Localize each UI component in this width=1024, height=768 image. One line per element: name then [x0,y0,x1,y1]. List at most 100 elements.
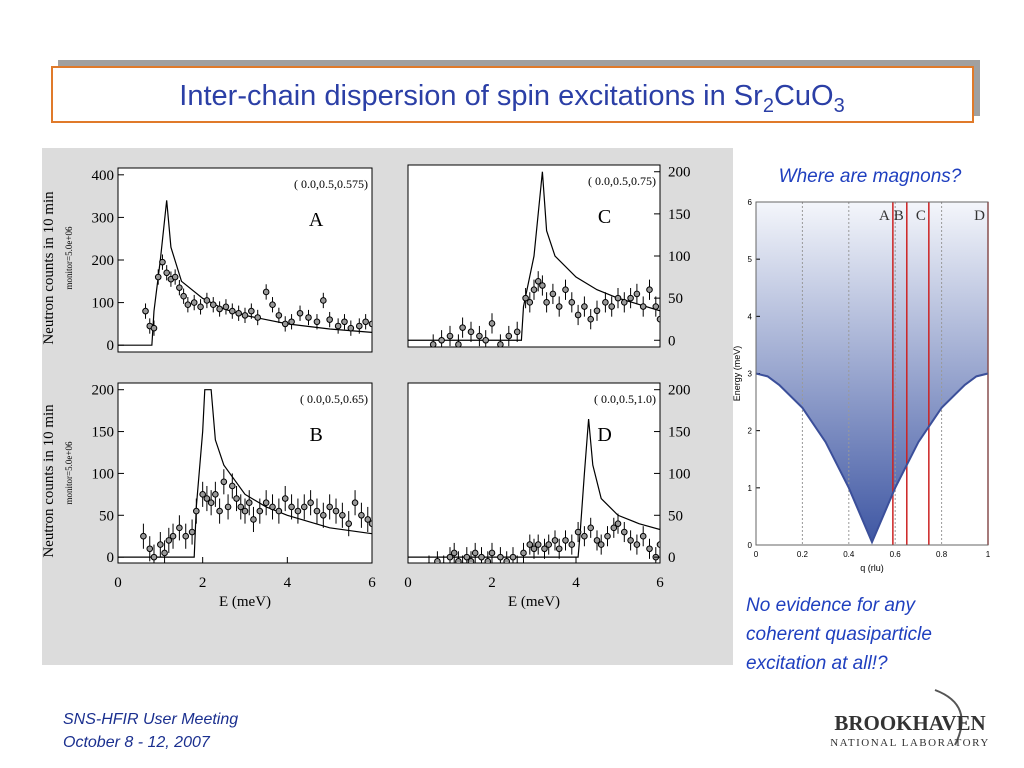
y-tick-label: 300 [92,210,115,226]
data-point [463,553,471,561]
y-tick-label: 100 [668,466,691,482]
data-point [171,273,179,281]
x-tick-label: 4 [572,575,580,591]
data-point [182,532,190,540]
data-point [288,318,295,326]
data-point [610,524,618,532]
data-point [520,549,527,557]
data-point [467,328,475,336]
data-point [269,301,276,309]
data-point [193,507,200,515]
data-point [207,499,215,507]
data-point [587,315,595,323]
data-point [157,541,164,548]
data-point [262,499,270,507]
data-point [248,307,255,315]
plot-frame [755,201,989,546]
q-marker-label: C [916,208,926,224]
data-point [627,537,634,544]
data-point [555,303,563,310]
x-tick-label: 0.6 [890,550,902,559]
data-point [294,507,302,515]
data-point [426,562,432,563]
x-tick-label: 2 [199,575,207,591]
q-marker-label: A [879,208,890,224]
data-point [568,541,576,548]
plot-content [408,418,660,563]
data-point [250,516,257,523]
data-point [614,294,622,302]
data-point [176,524,183,532]
data-point [245,499,253,507]
y-tick-label: 100 [92,466,115,482]
data-point [326,316,333,323]
data-point [326,503,333,511]
data-point [320,297,327,304]
data-point [154,273,162,281]
plot-content [408,171,660,347]
data-point [209,301,217,309]
data-point [484,558,492,563]
y-tick-label: 200 [92,253,115,269]
plot-content [118,389,372,563]
y-tick-label: 200 [668,383,691,399]
data-point [656,315,660,323]
y-tick-label: 0 [107,550,115,566]
data-point [140,532,147,540]
data-point [515,562,520,563]
data-point [275,507,283,515]
data-point [608,303,616,310]
data-point [347,324,355,332]
data-point [275,312,283,319]
data-point [568,299,576,306]
panel-label: C [598,206,611,228]
data-point [220,478,228,486]
data-point [334,322,342,330]
data-point [543,299,550,306]
data-point [281,495,289,502]
q-marker-label: D [974,208,985,224]
y-tick-label: 2 [748,427,753,436]
y-tick-label: 3 [748,370,753,379]
x-tick-label: 2 [488,575,496,591]
data-point [288,503,295,511]
y-tick-label: 150 [668,207,691,223]
data-point [621,528,628,536]
data-point [639,303,647,310]
logo-name: BROOKHAVEN [834,711,985,735]
data-point [656,541,660,548]
data-point [597,541,605,548]
panel-label: D [597,424,611,446]
x-tick-label: 6 [368,575,376,591]
data-point [441,562,446,563]
data-point [488,549,496,557]
plot-area [407,382,661,564]
q-label: ( 0.0,0.5,0.65) [300,392,368,406]
data-point [460,562,465,563]
data-point [146,545,154,553]
q-marker-label: B [894,208,904,224]
data-point [555,545,563,553]
data-point [362,318,369,326]
data-point [150,553,158,561]
data-point [581,532,588,540]
conclusion: No evidence for any [746,595,916,616]
data-point [229,482,236,490]
data-point [176,284,183,291]
data-point [446,332,454,340]
data-point [184,301,192,309]
y-tick-label: 150 [92,425,115,441]
conclusion: excitation at all!? [746,653,888,674]
y-tick-label: 50 [668,291,683,307]
data-point [530,286,538,294]
data-point [169,532,177,540]
monitor-label: monitor=5.0e+06 [64,441,74,504]
title-text: CuO [774,80,834,112]
data-point [574,311,582,319]
data-point [313,507,321,515]
panel-label: B [309,424,322,446]
data-point [497,553,504,561]
data-point [446,553,454,561]
data-point [478,553,485,561]
y-tick-label: 0 [748,541,753,550]
